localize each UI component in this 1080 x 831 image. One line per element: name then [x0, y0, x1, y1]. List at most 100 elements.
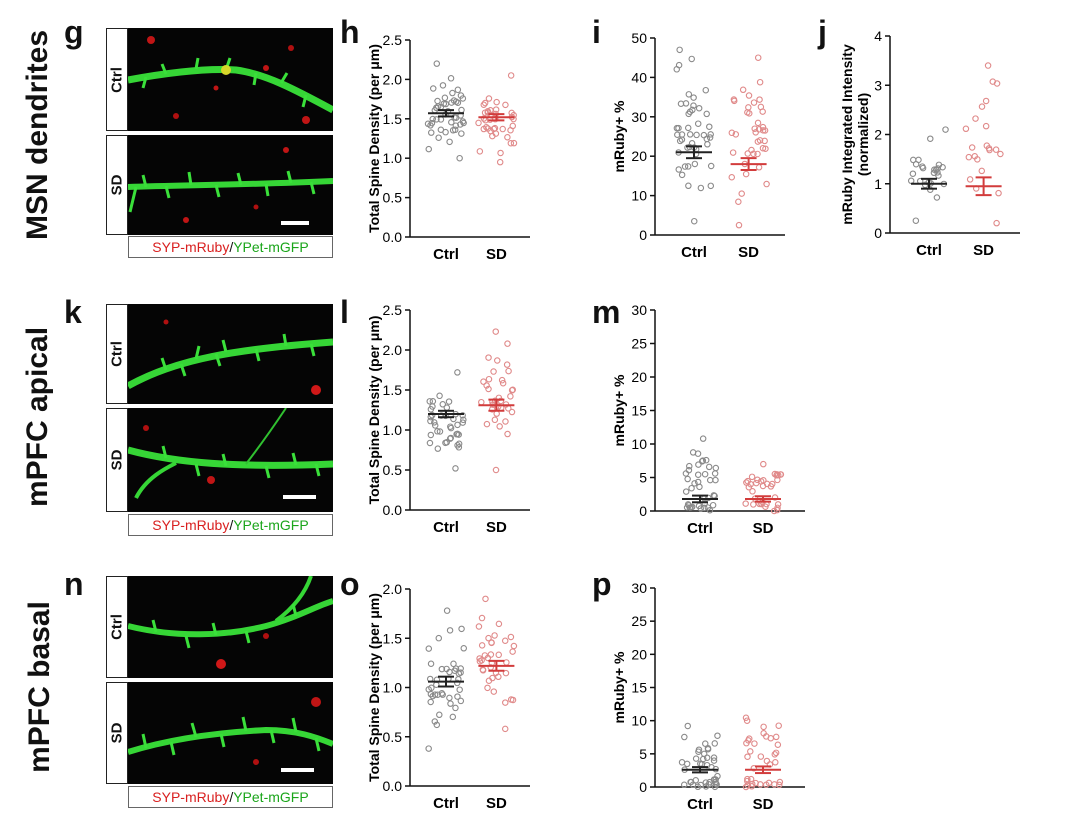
data-point	[776, 778, 784, 786]
data-point	[478, 398, 485, 406]
data-point	[490, 688, 498, 695]
condition-tag-ctrl: Ctrl	[106, 28, 128, 131]
y-tick-label: 1.0	[383, 422, 403, 438]
data-point	[460, 645, 468, 652]
data-point	[460, 416, 467, 424]
data-point	[750, 501, 757, 508]
data-point	[705, 494, 712, 502]
data-point	[986, 146, 993, 154]
data-point	[749, 488, 756, 495]
data-point	[458, 130, 465, 137]
data-point	[504, 430, 511, 438]
data-point	[447, 434, 455, 442]
data-point	[436, 428, 444, 435]
data-point	[772, 749, 780, 757]
data-point	[481, 109, 489, 116]
y-axis-label: Total Spine Density (per μm)	[366, 44, 382, 233]
data-point	[684, 475, 691, 483]
data-point	[502, 101, 509, 109]
data-point	[763, 480, 771, 488]
data-point	[701, 470, 709, 478]
data-point	[744, 781, 751, 789]
data-point	[993, 80, 1001, 87]
data-point	[476, 148, 484, 155]
panel-letter-k: k	[64, 294, 82, 330]
data-point	[431, 419, 438, 426]
data-point	[744, 775, 751, 783]
dendrite-image	[127, 408, 333, 499]
x-category-label: SD	[486, 519, 507, 536]
data-point	[773, 506, 781, 514]
data-point	[433, 104, 440, 112]
data-point	[688, 55, 695, 63]
data-point	[507, 393, 514, 400]
data-point	[455, 440, 463, 448]
panel-letter-j: j	[818, 14, 827, 50]
data-point	[693, 131, 700, 139]
data-point	[774, 476, 781, 484]
x-category-label: SD	[738, 244, 759, 261]
data-point	[483, 382, 490, 389]
data-point	[714, 732, 721, 739]
y-tick-label: 0.5	[383, 190, 403, 206]
y-tick-label: 0	[639, 227, 647, 243]
data-point	[481, 99, 489, 107]
data-point	[449, 713, 457, 721]
data-point	[709, 501, 717, 509]
data-point	[484, 125, 492, 132]
y-tick-label: 10	[631, 713, 647, 729]
data-point	[456, 154, 463, 162]
data-point	[504, 133, 511, 141]
data-point	[438, 665, 446, 673]
y-axis-label: mRuby Integrated Intensity	[840, 44, 855, 225]
data-point	[968, 144, 976, 151]
data-point	[705, 463, 713, 471]
data-point	[707, 182, 715, 190]
data-point	[507, 633, 515, 641]
data-point	[433, 116, 440, 123]
data-point	[491, 632, 498, 639]
data-point	[490, 368, 497, 375]
data-point	[450, 97, 458, 104]
data-point	[452, 122, 460, 129]
y-tick-label: 2	[874, 127, 882, 143]
data-point	[503, 361, 511, 368]
data-point	[485, 385, 492, 393]
data-point	[427, 417, 434, 425]
data-point	[757, 478, 765, 485]
data-point	[684, 124, 692, 132]
data-point	[743, 479, 750, 486]
condition-tag-sd: SD	[106, 135, 128, 235]
data-point	[756, 78, 764, 86]
data-point	[499, 125, 506, 133]
y-tick-label: 50	[631, 30, 647, 46]
data-point	[458, 625, 465, 633]
data-point	[754, 150, 761, 158]
data-point	[757, 781, 764, 788]
y-tick-label: 15	[631, 403, 647, 419]
data-point	[485, 634, 492, 642]
data-point	[775, 722, 782, 729]
data-point	[702, 86, 710, 94]
data-point	[446, 138, 453, 146]
micrograph-msn-ctrl: Ctrl	[106, 28, 333, 131]
data-point	[763, 180, 770, 188]
data-point	[494, 357, 501, 364]
x-category-label: SD	[753, 796, 774, 813]
y-tick-label: 10	[631, 436, 647, 452]
data-point	[684, 722, 692, 730]
data-point	[507, 72, 515, 79]
data-point	[921, 181, 929, 189]
y-tick-label: 2.5	[383, 302, 403, 318]
data-point	[755, 164, 763, 171]
data-point	[425, 745, 432, 752]
data-point	[435, 134, 442, 141]
scatter-chart-j: 0 1 2 3 4 mRuby Integrated Intensity (normaliz…	[840, 28, 1020, 259]
y-tick-label: 2.0	[383, 342, 403, 358]
data-point	[475, 623, 483, 630]
data-point	[706, 123, 713, 130]
data-point	[446, 668, 453, 676]
data-point	[689, 449, 697, 456]
data-point	[452, 665, 460, 672]
